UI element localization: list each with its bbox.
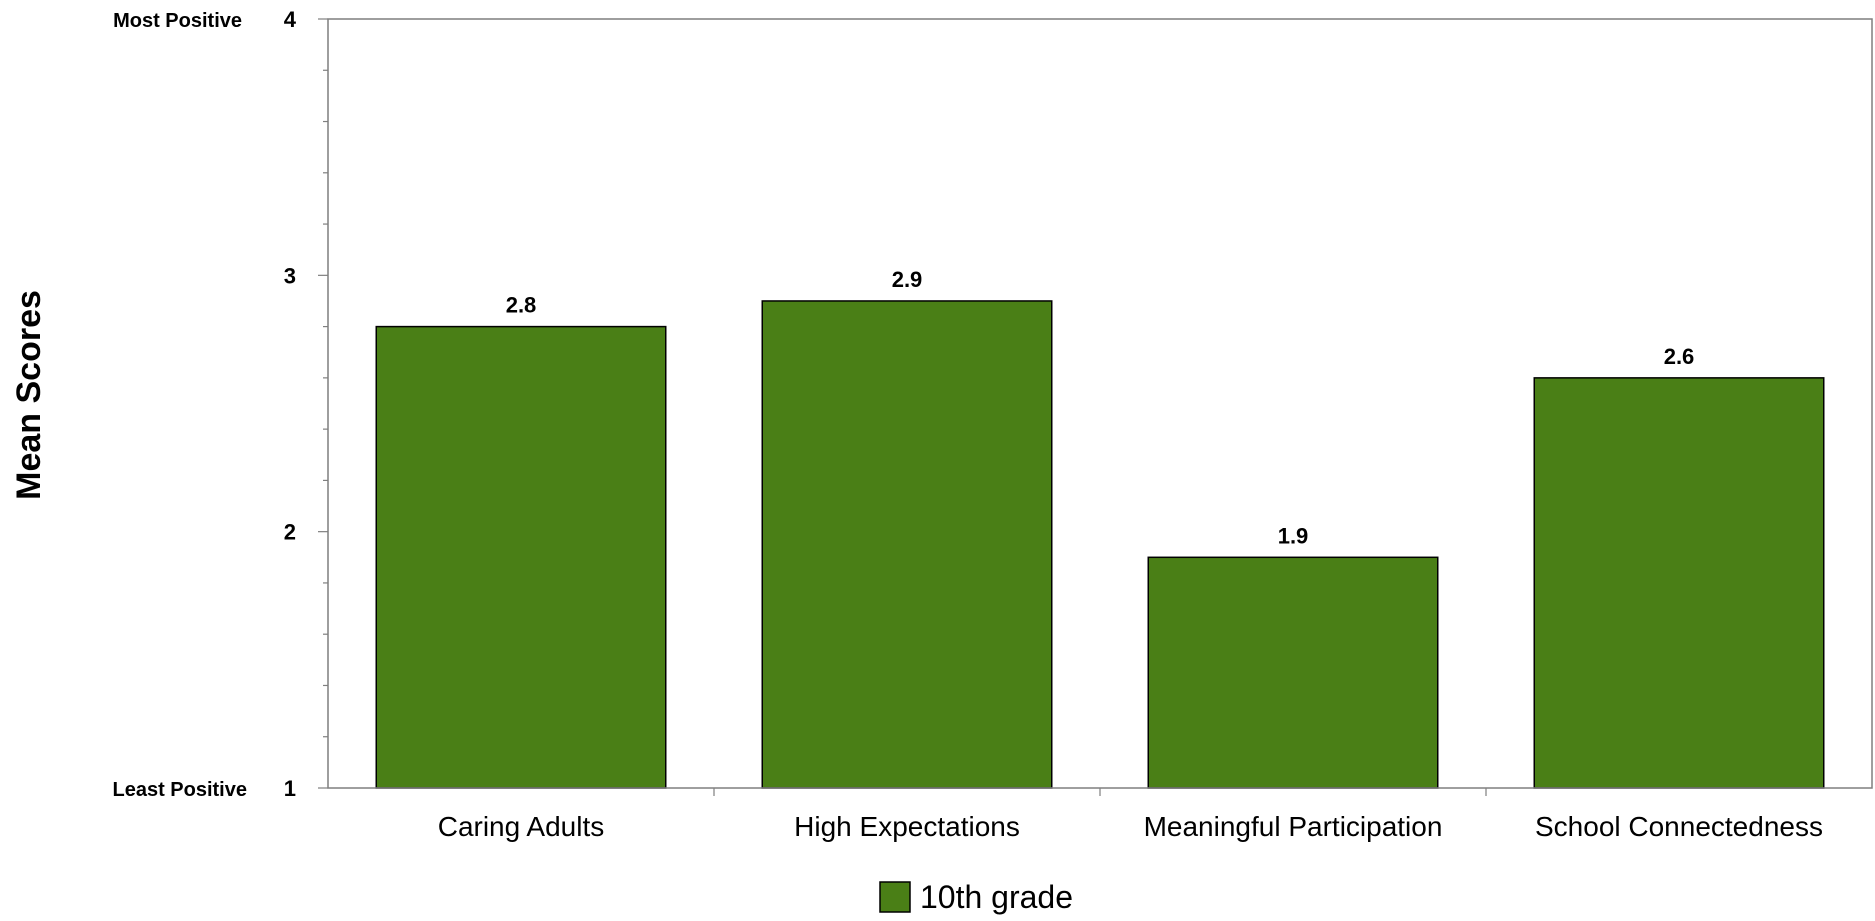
bar-school-connectedness xyxy=(1533,377,1825,789)
y-axis-title: Mean Scores xyxy=(10,290,48,500)
data-label: 2.6 xyxy=(1664,344,1695,369)
x-category-label: School Connectedness xyxy=(1535,811,1823,842)
y-axis-bottom-label: Least Positive xyxy=(112,779,247,801)
bar-meaningful-participation xyxy=(1147,556,1439,789)
bar-caring-adults xyxy=(375,325,667,789)
y-axis-ticks: 1 2 3 4 xyxy=(284,7,328,801)
bars: 2.8 2.9 1.9 2.6 xyxy=(375,267,1825,789)
x-axis-categories: Caring Adults High Expectations Meaningful… xyxy=(438,788,1823,842)
y-tick-label: 3 xyxy=(284,263,296,288)
y-tick-label: 1 xyxy=(284,776,296,801)
data-label: 2.8 xyxy=(506,293,537,318)
legend-label-10th-grade: 10th grade xyxy=(920,879,1073,915)
data-label: 1.9 xyxy=(1278,523,1309,548)
plot-area-frame xyxy=(327,18,1873,789)
x-category-label: High Expectations xyxy=(794,811,1020,842)
data-label: 2.9 xyxy=(892,267,923,292)
legend-swatch-10th-grade xyxy=(879,881,911,913)
y-tick-label: 4 xyxy=(284,7,297,32)
y-axis-top-label: Most Positive xyxy=(113,10,242,32)
bar-high-expectations xyxy=(761,300,1053,789)
x-category-label: Caring Adults xyxy=(438,811,605,842)
y-tick-label: 2 xyxy=(284,520,296,545)
legend: 10th grade xyxy=(879,879,1073,915)
x-category-label: Meaningful Participation xyxy=(1144,811,1443,842)
